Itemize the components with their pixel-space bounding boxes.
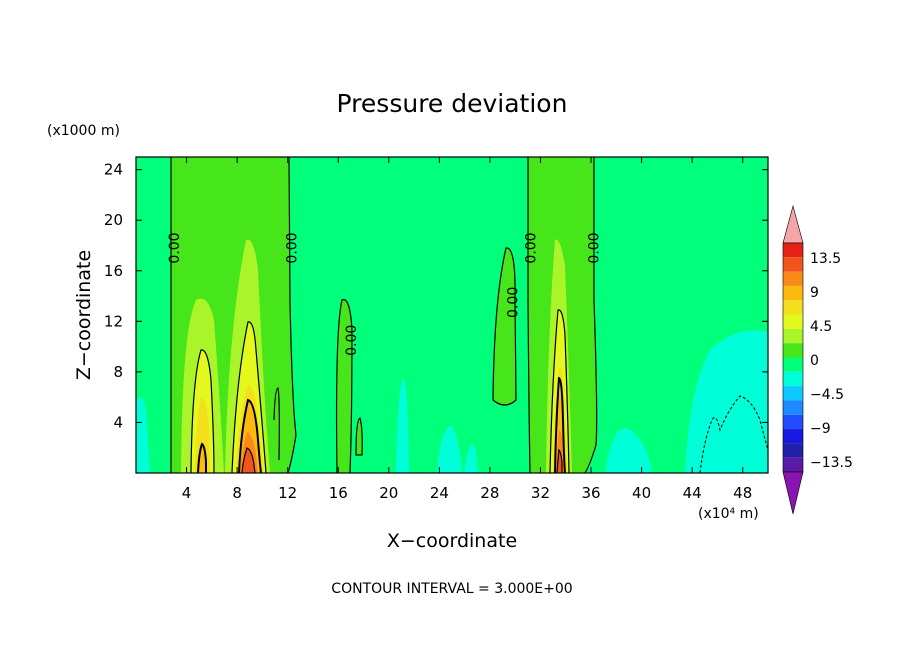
y-tick-label: 24 [104, 161, 123, 179]
contour-9-x9 [241, 447, 256, 473]
colorbar-swatch [783, 257, 803, 272]
contour-6-x33 [554, 376, 566, 473]
contour-3-x9 [231, 321, 267, 473]
colorbar-swatch [783, 414, 803, 430]
contour-negative-x46 [699, 395, 768, 473]
colorbar-swatch [783, 285, 803, 301]
x-tick-label: 32 [531, 484, 550, 502]
contour-zero-x16 [335, 299, 353, 473]
contour-6-x5 [197, 442, 207, 473]
colorbar-swatch [783, 343, 803, 358]
negative-patch-x18 [396, 378, 409, 473]
negative-patch-x24 [437, 426, 462, 473]
contour-interval-note: CONTOUR INTERVAL = 3.000E+00 [331, 581, 572, 597]
x-unit-label: (x10⁴ m) [698, 506, 759, 522]
colorbar: 13.5 9 4.5 0 −4.5 −9 −13.5 [782, 204, 853, 515]
contour-3-x33 [549, 309, 570, 473]
colorbar-swatch [783, 243, 803, 258]
colorbar-swatch [783, 357, 803, 372]
y-tick-label: 12 [104, 312, 123, 330]
contour-label: 0.00 [506, 287, 522, 318]
contour-label: 0.00 [523, 232, 539, 263]
colorbar-swatch [783, 314, 803, 329]
negative-patch-x48 [685, 330, 768, 473]
contour-label: 0.00 [284, 232, 300, 263]
contour-label: 0.00 [344, 325, 360, 356]
colorbar-swatch [783, 271, 803, 286]
contour-9-x33 [556, 448, 563, 473]
x-tick-label: 20 [379, 484, 398, 502]
y-axis-label: Z−coordinate [73, 250, 95, 380]
colorbar-top-arrow [782, 204, 804, 244]
contour-zero-x29 [492, 247, 517, 406]
x-tick-label: 44 [683, 484, 702, 502]
colorbar-swatch [783, 443, 803, 458]
x-tick-label: 16 [329, 484, 348, 502]
x-tick-label: 36 [581, 484, 600, 502]
contour-lines [170, 157, 768, 473]
x-tick-label: 40 [632, 484, 651, 502]
contour-label: 0.00 [587, 232, 603, 263]
y-tick-label: 20 [104, 211, 123, 229]
negative-patch-x26 [464, 444, 478, 473]
colorbar-label: 13.5 [810, 251, 841, 267]
colorbar-label: −13.5 [810, 455, 853, 471]
colorbar-swatch [783, 300, 803, 315]
contour-label: 0.00 [167, 232, 183, 263]
contour-3-x11 [273, 387, 280, 461]
colorbar-bottom-arrow [782, 471, 804, 515]
colorbar-swatch [783, 457, 803, 472]
contour-zero-right-b [584, 157, 598, 473]
colorbar-label: −4.5 [810, 387, 844, 403]
x-tick-label: 12 [278, 484, 297, 502]
plot-area: 0.00 0.00 0.00 0.00 0.00 0.00 [136, 157, 768, 473]
colorbar-label: 4.5 [810, 319, 832, 335]
colorbar-swatch [783, 371, 803, 387]
y-tick-label: 4 [113, 413, 123, 431]
x-tick-label: 24 [430, 484, 449, 502]
contour-zero-right-a [527, 157, 531, 473]
chart-title: Pressure deviation [337, 89, 568, 118]
x-tick-label: 8 [232, 484, 242, 502]
contour-zero-left-b [287, 157, 297, 473]
colorbar-label: −9 [810, 421, 831, 437]
positive-blob-x16 [336, 299, 352, 473]
colorbar-swatch [783, 429, 803, 444]
y-unit-label: (x1000 m) [47, 123, 120, 139]
colorbar-label: 9 [810, 285, 819, 301]
colorbar-swatch [783, 328, 803, 344]
y-tick-label: 16 [104, 262, 123, 280]
colorbar-swatch [783, 400, 803, 415]
x-tick-label: 48 [733, 484, 752, 502]
contour-6-x9 [238, 398, 262, 473]
negative-patch-left [136, 397, 150, 473]
contour-zero-x17 [355, 417, 363, 456]
colorbar-label: 0 [810, 353, 819, 369]
negative-regions [136, 330, 768, 473]
colorbar-swatch [783, 386, 803, 401]
contour-labels: 0.00 0.00 0.00 0.00 0.00 0.00 [167, 232, 603, 356]
x-tick-label: 4 [182, 484, 192, 502]
negative-patch-x38 [605, 428, 652, 473]
y-tick-label: 8 [113, 363, 123, 381]
positive-blob-x29 [493, 247, 516, 405]
contour-3-x5 [190, 349, 215, 473]
x-tick-label: 28 [480, 484, 499, 502]
x-axis-label: X−coordinate [387, 530, 517, 552]
plot-frame [135, 156, 769, 474]
